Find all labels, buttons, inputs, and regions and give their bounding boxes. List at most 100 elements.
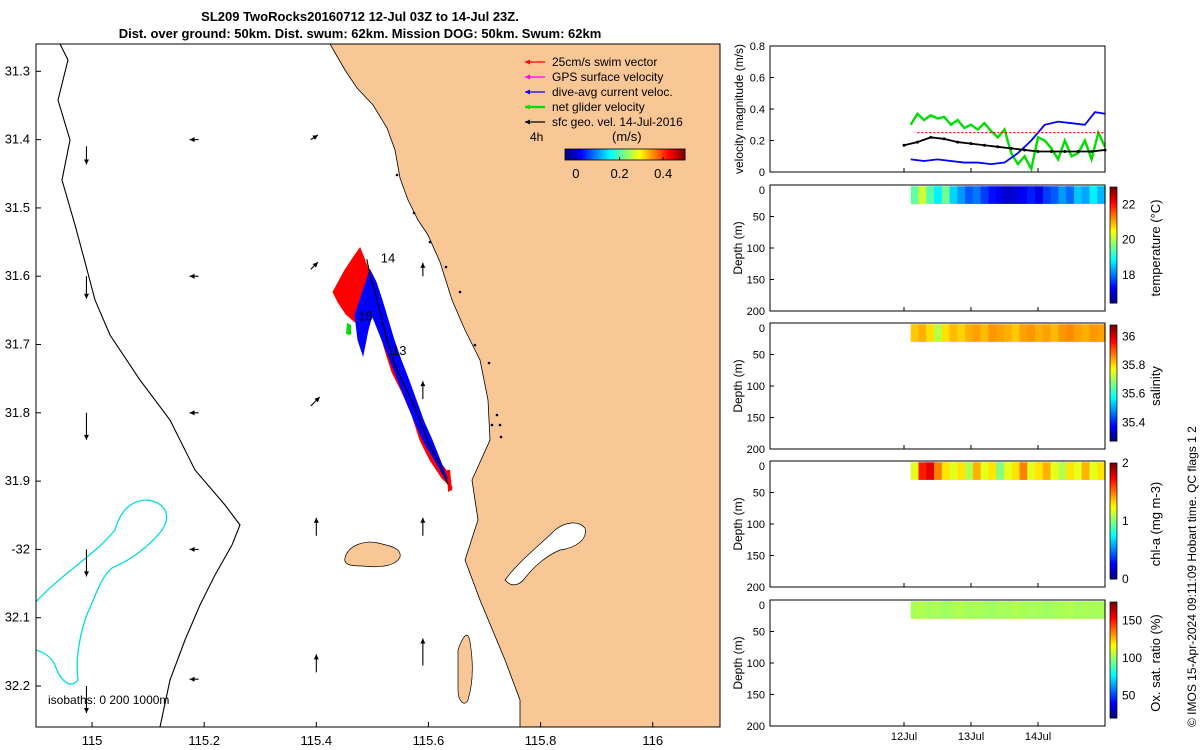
- cbar-label: Ox. sat. ratio (%): [1148, 614, 1163, 712]
- colorbar-segment: [593, 149, 596, 160]
- velocity-ytick-label-3: 0.6: [750, 73, 765, 85]
- cbar-segment: [1110, 687, 1117, 691]
- heatmap-ytick-label-1: 50: [753, 212, 765, 224]
- cbar-segment: [1110, 254, 1117, 258]
- cbar-tick-label-2: 150: [1122, 614, 1142, 628]
- title-line-2: Dist. over ground: 50km. Dist. swum: 62k…: [118, 26, 602, 41]
- profile-cell: [949, 601, 958, 619]
- cbar-segment: [1110, 611, 1117, 615]
- profile-cell: [949, 186, 958, 204]
- profile-cell: [1050, 601, 1059, 619]
- cbar-segment: [1110, 476, 1117, 480]
- cbar-frame: [1109, 186, 1118, 304]
- legend-label-current: dive-avg current veloc.: [552, 85, 673, 99]
- colorbar-segment: [615, 149, 618, 160]
- cbar-segment: [1110, 366, 1117, 370]
- cbar-segment: [1110, 221, 1117, 225]
- cbar-segment: [1110, 576, 1117, 580]
- profile-cell: [949, 324, 958, 342]
- cbar-segment: [1110, 532, 1117, 536]
- colorbar-segment: [587, 149, 590, 160]
- land-mass: [329, 44, 720, 727]
- profile-cell: [926, 324, 935, 342]
- cbar-segment: [1110, 469, 1117, 473]
- cbar-segment: [1110, 191, 1117, 195]
- cbar-segment: [1110, 415, 1117, 419]
- map-ytick-label-6: 31.9: [5, 473, 30, 488]
- cbar-segment: [1110, 539, 1117, 543]
- velocity-ytick-label-1: 0.2: [750, 136, 765, 148]
- cbar-segment: [1110, 378, 1117, 382]
- profile-cell: [1066, 186, 1075, 204]
- map-ytick-label-5: 31.8: [5, 405, 30, 420]
- velocity-series-1: [910, 111, 1106, 166]
- day-label-1: 14: [381, 251, 395, 266]
- cbar-segment: [1110, 553, 1117, 557]
- isobath-1000m: [36, 499, 168, 685]
- profile-cell: [1011, 601, 1021, 619]
- colorbar-segment: [617, 149, 620, 160]
- colorbar-segment: [569, 149, 572, 160]
- legend-item-gps: GPS surface velocity: [525, 70, 663, 84]
- colorbar-segment: [599, 149, 602, 160]
- cbar-segment: [1110, 298, 1117, 302]
- profile-cell: [1058, 601, 1067, 619]
- cbar-segment: [1110, 338, 1117, 342]
- cbar-segment: [1110, 680, 1117, 684]
- geo-vector-13: [189, 546, 199, 552]
- cbar-segment: [1110, 228, 1117, 232]
- coast-speck-0: [395, 173, 399, 177]
- cbar-segment: [1110, 203, 1117, 207]
- geo-vector-18-head: [83, 708, 89, 714]
- cbar-frame: [1109, 462, 1118, 580]
- profile-cell: [918, 324, 927, 342]
- cbar-frame: [1109, 601, 1118, 719]
- geo-vector-11-head: [420, 517, 426, 523]
- cbar-segment: [1110, 431, 1117, 435]
- colorbar-frame: [564, 148, 686, 161]
- cbar-segment: [1110, 472, 1117, 476]
- profile-cell: [1050, 324, 1059, 342]
- legend-label-net: net glider velocity: [552, 100, 645, 114]
- cbar-segment: [1110, 660, 1117, 663]
- geo-vector-0: [83, 146, 89, 165]
- profile-cell: [965, 324, 974, 342]
- profile-cell: [1089, 601, 1098, 619]
- profile-cell: [1019, 186, 1028, 204]
- geo-vector-14-head: [83, 571, 89, 577]
- colorbar-unit-label: (m/s): [612, 129, 642, 144]
- cbar-segment: [1110, 625, 1117, 629]
- cbar-segment: [1110, 371, 1117, 375]
- heatmap-ylabel: Depth (m): [731, 359, 745, 412]
- legend-arrow-geo: [525, 119, 545, 125]
- cbar-segment: [1110, 646, 1117, 649]
- cbar-segment: [1110, 530, 1117, 534]
- colorbar-segment: [651, 149, 654, 160]
- cbar-segment: [1110, 189, 1117, 193]
- profile-cell: [972, 324, 982, 342]
- colorbar-segment: [677, 149, 680, 160]
- cbar-segment: [1110, 527, 1117, 531]
- coast-speck-7: [495, 413, 499, 417]
- profile-cell: [910, 324, 920, 342]
- map-xtick-label-2: 115.4: [301, 733, 333, 748]
- profile-cell: [1081, 324, 1091, 342]
- cbar-segment: [1110, 352, 1117, 356]
- geo-vector-16-head: [313, 654, 319, 660]
- profile-cell: [1003, 601, 1013, 619]
- colorbar-segment: [643, 149, 646, 160]
- colorbar-segment: [577, 149, 580, 160]
- cbar-segment: [1110, 669, 1117, 673]
- profile-cell: [1003, 186, 1013, 204]
- day-label-2: 15: [358, 309, 372, 324]
- cbar-tick-label-0: 35.4: [1122, 415, 1146, 429]
- map-xtick-label-1: 115.2: [188, 733, 220, 748]
- profile-cell: [918, 601, 927, 619]
- cbar-tick-label-2: 22: [1122, 198, 1136, 212]
- geo-vector-12-head: [313, 517, 319, 523]
- velocity-series-0: [909, 111, 1107, 173]
- colorbar-segment: [597, 149, 600, 160]
- heatmap-ytick-label-2: 100: [747, 519, 765, 531]
- colorbar-segment: [579, 149, 582, 160]
- profile-cell: [1027, 601, 1036, 619]
